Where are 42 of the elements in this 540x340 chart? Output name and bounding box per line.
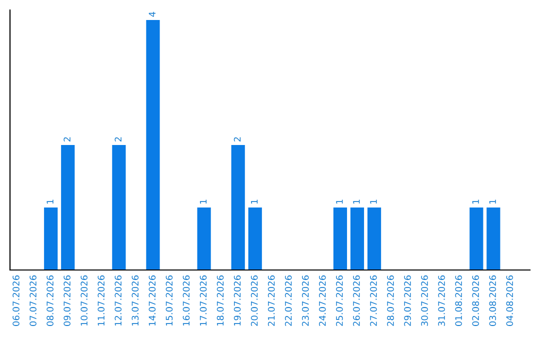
data-label: 1: [489, 200, 496, 204]
x-tick-label: 20.07.2026: [250, 275, 258, 326]
x-tick-label: 26.07.2026: [353, 275, 360, 326]
x-tick-label: 21.07.2026: [268, 275, 275, 326]
x-tick-label: 28.07.2026: [387, 275, 394, 326]
x-tick-label: 23.07.2026: [302, 275, 309, 326]
data-label: 1: [200, 200, 207, 204]
data-label: 1: [370, 200, 377, 204]
data-label: 1: [46, 200, 54, 204]
x-tick-label: 19.07.2026: [234, 275, 241, 326]
data-label: 4: [148, 12, 156, 17]
x-tick-label: 29.07.2026: [404, 275, 411, 326]
x-tick-label: 04.08.2026: [506, 275, 514, 326]
x-tick-label: 16.07.2026: [182, 275, 190, 326]
x-tick-label: 13.07.2026: [132, 275, 139, 326]
x-tick-label: 27.07.2026: [370, 275, 377, 326]
x-tick-label: 11.07.2026: [98, 275, 105, 326]
data-label: 2: [234, 137, 241, 142]
x-tick-label: 02.08.2026: [472, 275, 479, 326]
data-label: 2: [114, 137, 122, 142]
data-label: 2: [64, 137, 70, 142]
x-tick-label: 06.07.2026: [12, 275, 20, 326]
x-tick-label: 01.08.2026: [455, 275, 462, 326]
x-tick-label: 07.07.2026: [30, 275, 36, 326]
x-tick-label: 08.07.2026: [46, 275, 54, 326]
x-tick-label: 31.07.2026: [438, 275, 445, 326]
data-label: 1: [251, 200, 258, 204]
x-tick-label: 18.07.2026: [216, 275, 224, 326]
x-tick-label: 22.07.2026: [284, 275, 292, 326]
x-tick-label: 14.07.2026: [148, 275, 156, 326]
data-label: 1: [336, 200, 343, 204]
x-tick-label: 15.07.2026: [166, 275, 173, 326]
x-tick-label: 30.07.2026: [421, 275, 428, 326]
x-tick-label: 03.08.2026: [489, 275, 496, 326]
data-label: 1: [353, 200, 360, 204]
x-tick-label: 17.07.2026: [200, 275, 207, 326]
x-tick-label: 12.07.2026: [114, 275, 122, 326]
data-label: 1: [472, 200, 479, 204]
x-tick-label: 10.07.2026: [80, 275, 88, 326]
x-tick-label: 24.07.2026: [318, 275, 326, 326]
x-tick-label: 25.07.2026: [336, 275, 343, 326]
x-tick-label: 09.07.2026: [64, 275, 70, 326]
